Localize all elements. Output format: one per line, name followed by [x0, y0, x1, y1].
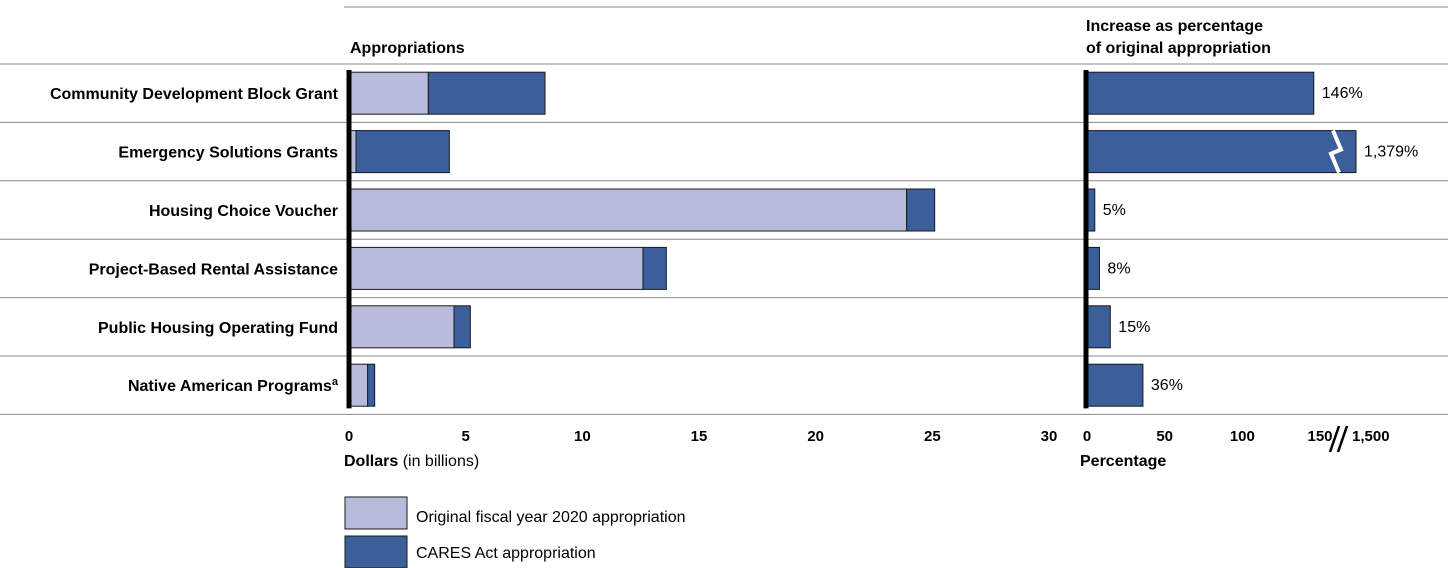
- x-tick-label: 0: [345, 428, 353, 445]
- legend-swatch-cares: [345, 536, 407, 568]
- x-tick-label: 30: [1041, 428, 1058, 445]
- bar-original: [349, 247, 643, 289]
- left-axis-title-rest: (in billions): [398, 453, 479, 470]
- bar-cares: [907, 189, 935, 231]
- percentage-value-label: 146%: [1322, 85, 1363, 102]
- percentage-value-label: 15%: [1118, 319, 1150, 336]
- bar-cares: [454, 306, 470, 348]
- category-label: Native American Programsa: [128, 376, 339, 395]
- axis-break-icon: [1330, 426, 1347, 452]
- category-label: Public Housing Operating Fund: [98, 320, 338, 337]
- category-label: Project-Based Rental Assistance: [89, 261, 338, 278]
- category-label: Emergency Solutions Grants: [118, 145, 338, 162]
- bar-cares: [368, 364, 375, 406]
- x-tick-label: 25: [924, 428, 941, 445]
- bar-percentage: [1087, 247, 1099, 289]
- percentage-value-label: 36%: [1151, 377, 1183, 394]
- bar-percentage: [1087, 72, 1314, 114]
- legend-swatch-original: [345, 497, 407, 529]
- legend-label-original: Original fiscal year 2020 appropriation: [416, 509, 685, 526]
- percentage-tick-label: 150: [1307, 428, 1332, 445]
- bar-original: [349, 72, 428, 114]
- bar-cares: [428, 72, 545, 114]
- percentage-tick-label: 100: [1230, 428, 1255, 445]
- percentage-value-label: 5%: [1103, 202, 1126, 219]
- ticks-layer: 0 5 10 15 20 25 30 0 50 100 150 1,500: [345, 428, 1390, 445]
- x-tick-label: 10: [574, 428, 591, 445]
- percentage-tick-label: 0: [1083, 428, 1091, 445]
- right-panel-header-line2: of original appropriation: [1086, 40, 1271, 57]
- right-panel-header-line1: Increase as percentage: [1086, 18, 1263, 35]
- left-panel-header: Appropriations: [350, 40, 465, 57]
- x-tick-label: 20: [807, 428, 824, 445]
- left-axis-title: Dollars (in billions): [344, 453, 479, 470]
- bar-percentage: [1087, 364, 1143, 406]
- percentage-value-label: 8%: [1107, 260, 1130, 277]
- category-footnote-mark: a: [332, 376, 339, 388]
- bar-cares: [643, 247, 666, 289]
- category-label: Housing Choice Voucher: [149, 203, 338, 220]
- right-axis-title: Percentage: [1080, 453, 1166, 470]
- legend-label-cares: CARES Act appropriation: [416, 545, 596, 562]
- category-label: Community Development Block Grant: [50, 86, 339, 103]
- bar-percentage: [1087, 131, 1356, 173]
- percentage-tick-label: 50: [1156, 428, 1173, 445]
- bar-original: [349, 364, 368, 406]
- bar-cares: [356, 131, 449, 173]
- x-tick-label: 5: [461, 428, 469, 445]
- percentage-tick-label: 1,500: [1352, 428, 1390, 445]
- percentage-value-label: 1,379%: [1364, 144, 1418, 161]
- x-tick-label: 15: [691, 428, 708, 445]
- bar-original: [349, 306, 454, 348]
- bar-original: [349, 189, 907, 231]
- left-axis-title-bold: Dollars: [344, 453, 398, 470]
- bar-percentage: [1087, 306, 1110, 348]
- legend: Original fiscal year 2020 appropriation …: [345, 497, 685, 568]
